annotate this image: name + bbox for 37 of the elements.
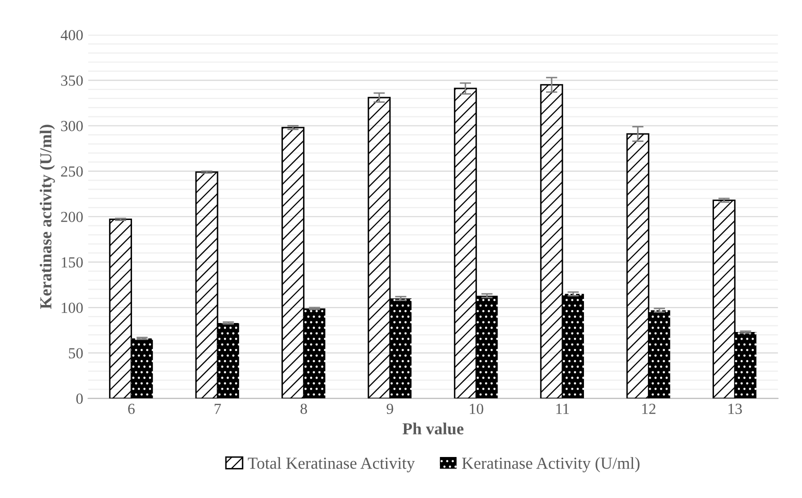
y-tick-label: 400 (60, 30, 83, 40)
x-tick-label: 9 (386, 404, 394, 414)
bar (282, 126, 304, 398)
y-tick-label: 100 (62, 302, 83, 313)
y-tick-label: 350 (61, 75, 83, 86)
bar (218, 322, 240, 398)
bar (562, 294, 584, 398)
y-tick-label: 150 (62, 257, 83, 268)
bar (195, 171, 218, 398)
x-tick-label: 13 (728, 404, 742, 414)
x-tick-label: 10 (470, 404, 484, 414)
x-tick-label: 6 (128, 404, 135, 414)
x-tick-label: 11 (556, 404, 569, 414)
bar (648, 310, 670, 398)
bar (131, 338, 153, 398)
y-tick-label: 0 (76, 394, 83, 404)
bar (390, 298, 412, 398)
y-tick-label: 300 (61, 120, 83, 132)
bar (368, 96, 391, 398)
bar (454, 88, 477, 398)
x-tick-label: 8 (300, 404, 307, 414)
bar (476, 296, 498, 398)
bar (626, 133, 650, 398)
bar (734, 332, 756, 398)
x-tick-label: 7 (214, 404, 221, 414)
bar (540, 84, 564, 398)
bar (109, 218, 132, 398)
bar (304, 308, 326, 398)
y-tick-label: 200 (61, 212, 83, 222)
y-axis-title: Keratinase activity (U/ml) (40, 124, 55, 309)
x-axis-title: Ph value (402, 422, 464, 434)
y-tick-label: 250 (61, 166, 83, 177)
x-tick-label: 12 (642, 404, 656, 414)
legend-label: Keratinase Activity (U/ml) (462, 457, 640, 472)
legend-label: Total Keratinase Activity (248, 457, 415, 472)
bar (712, 200, 736, 398)
y-tick-label: 50 (68, 348, 83, 358)
